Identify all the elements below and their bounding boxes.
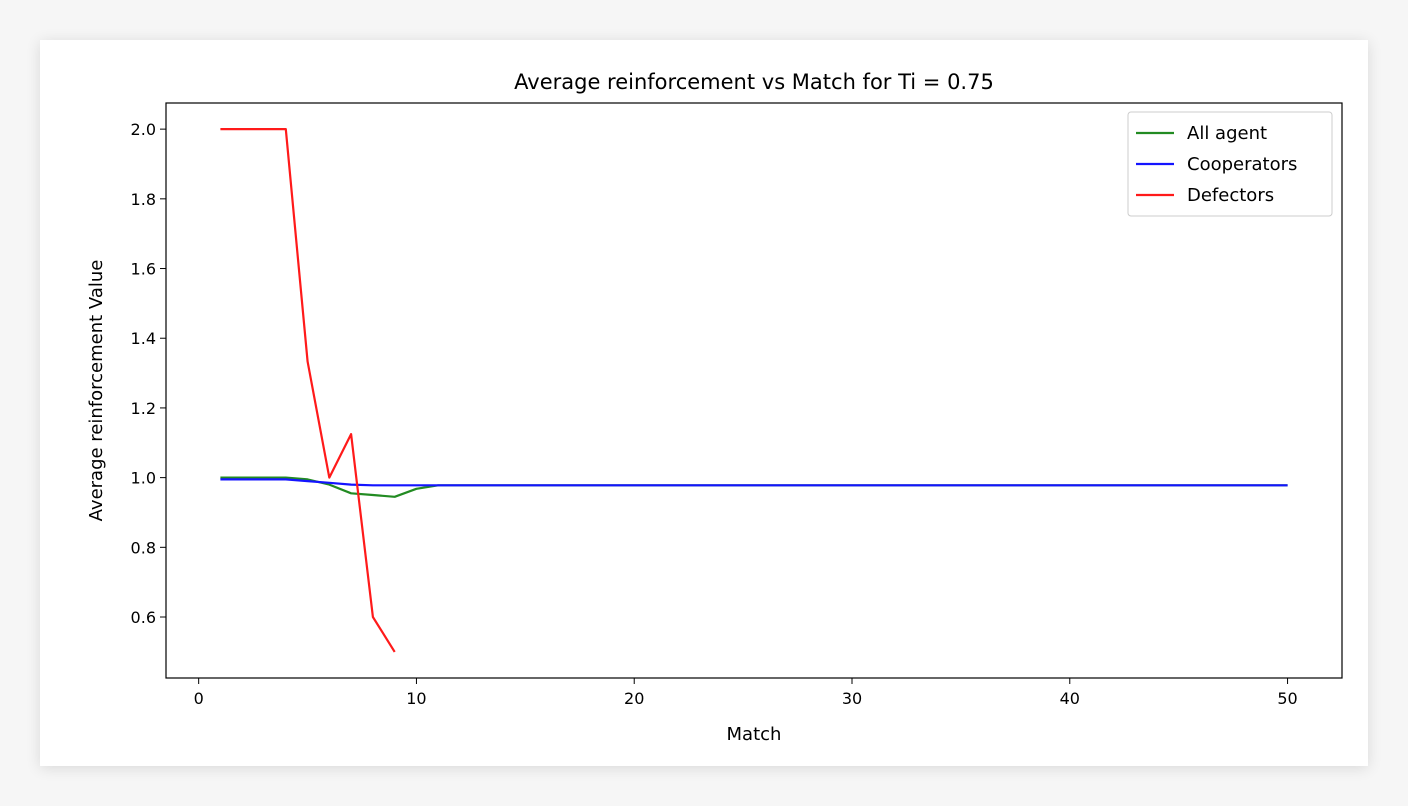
x-tick-label: 40 bbox=[1060, 689, 1080, 708]
y-tick-label: 0.6 bbox=[131, 608, 156, 627]
y-tick-label: 1.6 bbox=[131, 260, 156, 279]
chart-title: Average reinforcement vs Match for Ti = … bbox=[514, 70, 994, 94]
x-axis-label: Match bbox=[727, 724, 782, 745]
x-tick-label: 20 bbox=[624, 689, 644, 708]
series-line-cooperators bbox=[220, 478, 1288, 487]
plot-frame bbox=[165, 102, 1343, 679]
y-tick-label: 1.8 bbox=[131, 190, 156, 209]
legend-label: All agent bbox=[1187, 123, 1267, 144]
y-tick-label: 0.8 bbox=[131, 538, 156, 557]
x-tick-label: 50 bbox=[1277, 689, 1297, 708]
series-line-defectors bbox=[220, 127, 396, 653]
y-tick-label: 1.2 bbox=[131, 399, 156, 418]
line-chart: Average reinforcement vs Match for Ti = … bbox=[86, 70, 1343, 745]
series-line-all-agent bbox=[220, 476, 1288, 498]
y-axis-label: Average reinforcement Value bbox=[86, 260, 107, 522]
y-tick-label: 1.0 bbox=[131, 469, 156, 488]
chart-card: Average reinforcement vs Match for Ti = … bbox=[40, 40, 1368, 766]
legend-label: Defectors bbox=[1187, 185, 1274, 206]
legend bbox=[1127, 111, 1333, 217]
legend-label: Cooperators bbox=[1187, 154, 1297, 175]
y-tick-label: 1.4 bbox=[131, 329, 156, 348]
x-tick-label: 10 bbox=[406, 689, 426, 708]
y-tick-label: 2.0 bbox=[131, 120, 156, 139]
x-tick-label: 30 bbox=[842, 689, 862, 708]
x-tick-label: 0 bbox=[194, 689, 204, 708]
